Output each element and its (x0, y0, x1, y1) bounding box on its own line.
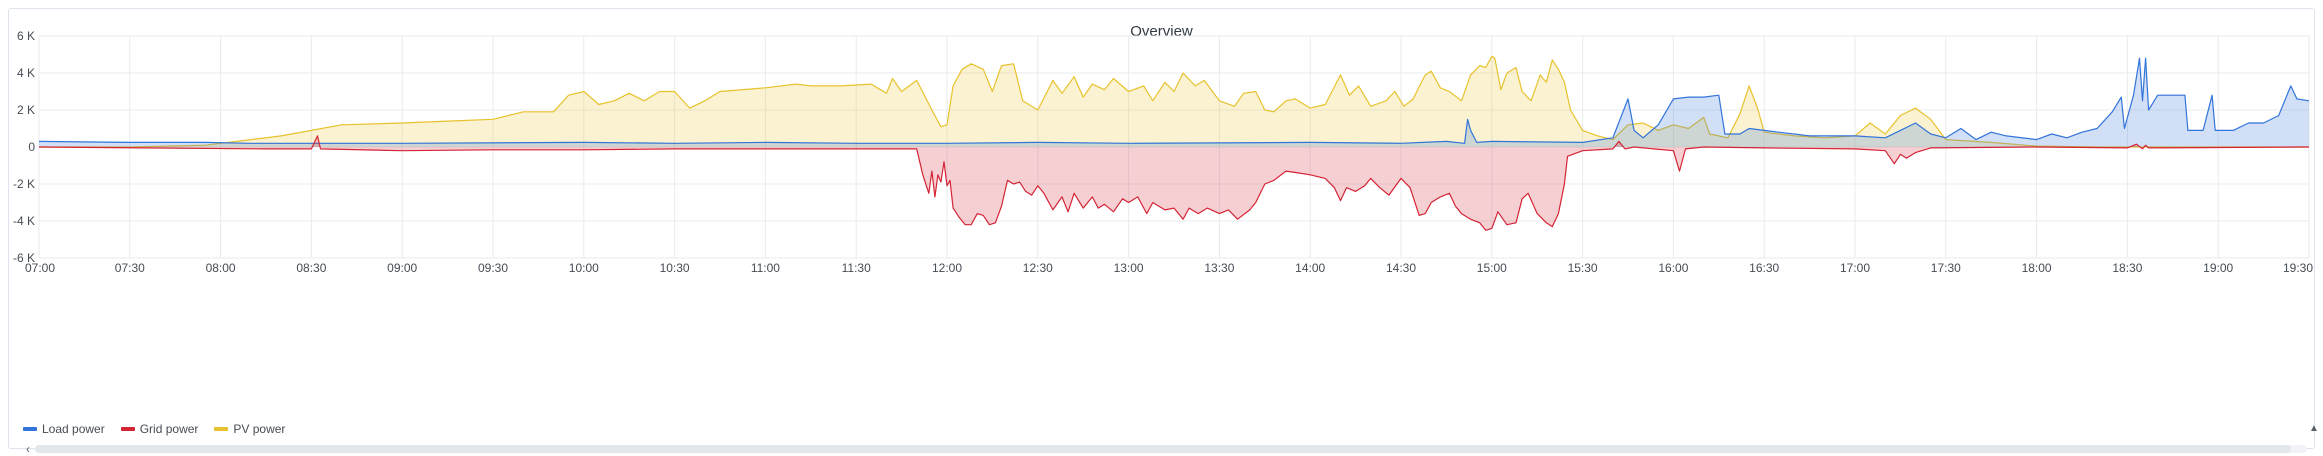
x-tick-label: 14:00 (1295, 261, 1325, 275)
scroll-up-icon[interactable]: ▲ (2309, 423, 2319, 434)
x-tick-label: 07:00 (25, 261, 55, 275)
x-tick-label: 11:00 (751, 261, 780, 275)
legend-label-grid-power: Grid power (139, 422, 199, 436)
x-tick-label: 12:30 (1023, 261, 1053, 275)
x-tick-label: 18:30 (2112, 261, 2142, 275)
series-area-grid-power (39, 135, 2309, 231)
chart-legend: Load power Grid power PV power (23, 420, 285, 438)
horizontal-scrollbar[interactable]: ‹ (21, 442, 2321, 456)
x-tick-label: 09:30 (478, 261, 508, 275)
x-tick-label: 16:30 (1749, 261, 1779, 275)
y-axis-ticks: 6 K 4 K 2 K 0 -2 K -4 K -6 K (13, 29, 35, 265)
x-tick-label: 08:00 (206, 261, 236, 275)
x-axis-ticks: 07:00 07:30 08:00 08:30 09:00 09:30 10:00 10:30… (25, 261, 2313, 275)
x-tick-label: 11:30 (842, 261, 871, 275)
x-tick-label: 14:30 (1386, 261, 1416, 275)
x-tick-label: 13:30 (1204, 261, 1234, 275)
chevron-left-icon[interactable]: ‹ (26, 442, 30, 456)
grid-layer (38, 35, 2310, 259)
x-tick-label: 08:30 (296, 261, 326, 275)
scrollbar-thumb[interactable] (35, 445, 2291, 453)
x-tick-label: 10:30 (660, 261, 690, 275)
x-tick-label: 19:00 (2203, 261, 2233, 275)
series-area-pv-power (39, 56, 2309, 147)
y-tick-label: 2 K (17, 103, 35, 117)
legend-label-pv-power: PV power (233, 422, 286, 436)
y-tick-label: -2 K (13, 177, 35, 191)
legend-item-load-power[interactable]: Load power (23, 422, 105, 436)
x-tick-label: 10:00 (569, 261, 599, 275)
series-area-load-power (39, 58, 2309, 148)
series-line-pv-power (39, 55, 2309, 148)
x-tick-label: 18:00 (2022, 261, 2052, 275)
y-tick-label: -6 K (13, 251, 35, 265)
y-tick-label: 6 K (17, 29, 35, 43)
overview-chart: 6 K 4 K 2 K 0 -2 K -4 K -6 K 07:00 07:30 08:00 08… (13, 29, 2313, 275)
x-tick-label: 07:30 (115, 261, 145, 275)
x-tick-label: 15:00 (1477, 261, 1507, 275)
y-tick-label: 4 K (17, 66, 35, 80)
x-tick-label: 19:30 (2283, 261, 2313, 275)
series-layer (38, 55, 2310, 231)
series-line-load-power (38, 57, 2310, 144)
x-tick-label: 16:00 (1658, 261, 1688, 275)
x-tick-label: 15:30 (1568, 261, 1598, 275)
x-tick-label: 13:00 (1114, 261, 1144, 275)
legend-swatch-pv-power (214, 427, 229, 431)
legend-item-pv-power[interactable]: PV power (214, 422, 285, 436)
legend-swatch-load-power (23, 427, 37, 431)
x-tick-label: 12:00 (932, 261, 962, 275)
x-tick-label: 17:30 (1931, 261, 1961, 275)
legend-item-grid-power[interactable]: Grid power (120, 422, 199, 436)
x-tick-label: 17:00 (1840, 261, 1870, 275)
legend-swatch-grid-power (120, 427, 135, 431)
x-tick-label: 09:00 (387, 261, 417, 275)
series-line-grid-power (38, 135, 2310, 231)
y-tick-label: 0 (28, 140, 35, 154)
legend-label-load-power: Load power (42, 422, 105, 436)
y-tick-label: -4 K (13, 214, 35, 228)
